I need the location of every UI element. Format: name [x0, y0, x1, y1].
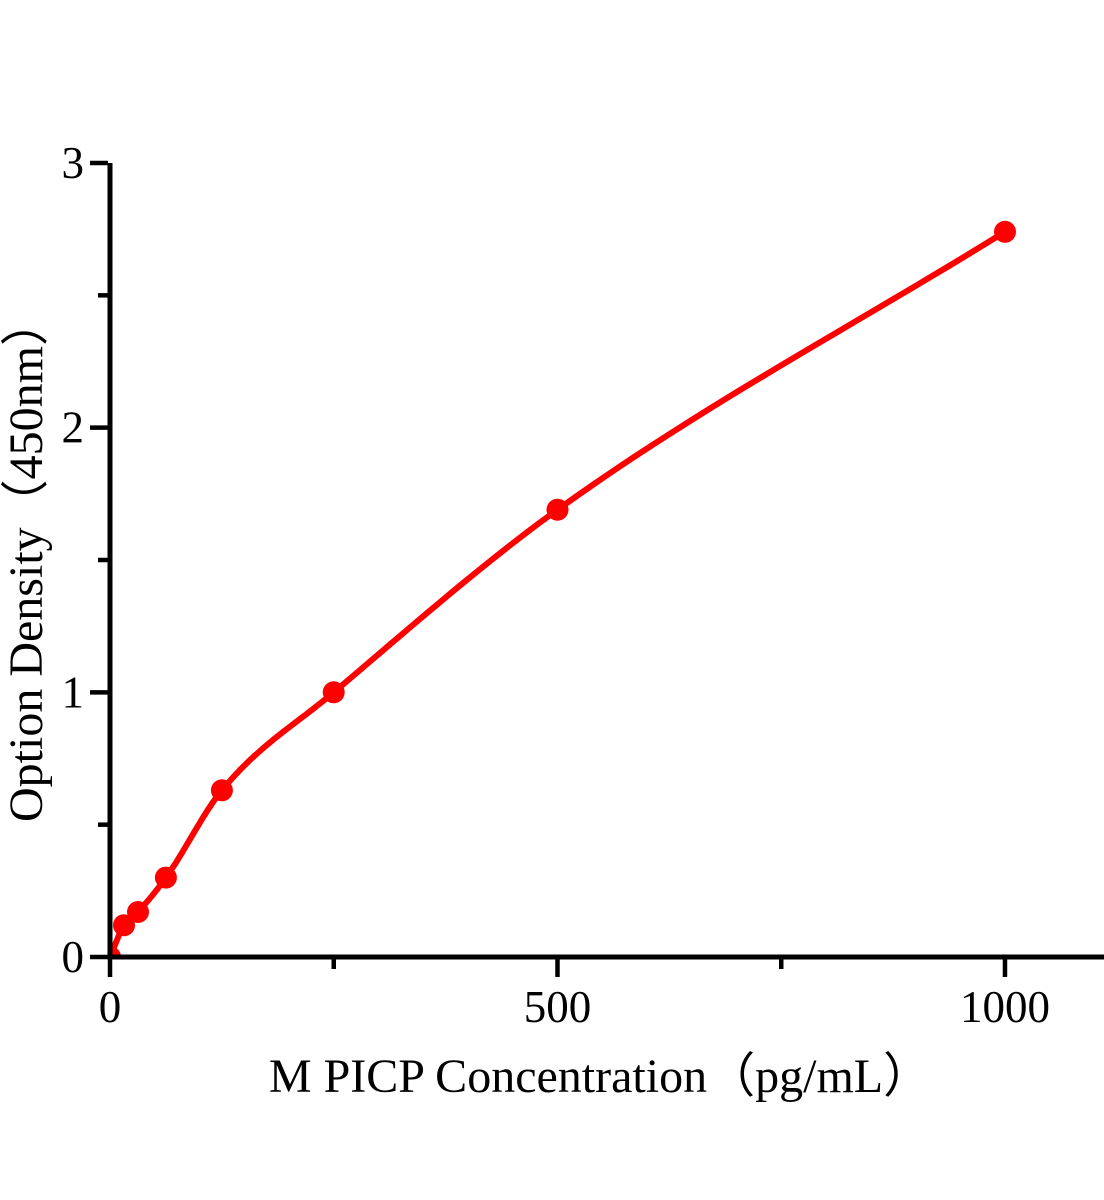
y-tick-label: 3 [62, 138, 85, 188]
data-point [994, 220, 1016, 243]
data-points [110, 220, 1016, 957]
data-point [110, 946, 121, 957]
data-series [110, 220, 1016, 957]
x-tick-label: 1000 [960, 982, 1050, 1032]
y-tick-label: 2 [62, 403, 85, 453]
x-tick-label: 500 [524, 982, 592, 1032]
data-point [113, 914, 135, 937]
x-axis-title: M PICP Concentration（pg/mL） [269, 1050, 931, 1103]
axes: 0 500 1000 0 1 2 3 [62, 138, 1104, 1032]
data-point [154, 866, 177, 889]
axis-ticks [90, 160, 1008, 977]
data-point [127, 901, 149, 923]
y-axis-title: Option Density（450nm） [0, 298, 53, 822]
axis-tick-labels: 0 500 1000 0 1 2 3 [62, 138, 1050, 1032]
data-point [210, 779, 233, 802]
data-point [546, 498, 569, 521]
y-tick-label: 1 [62, 667, 85, 717]
data-point [322, 681, 345, 704]
y-tick-label: 0 [62, 932, 85, 982]
fit-curve-line [110, 229, 1007, 957]
x-tick-label: 0 [99, 982, 122, 1032]
